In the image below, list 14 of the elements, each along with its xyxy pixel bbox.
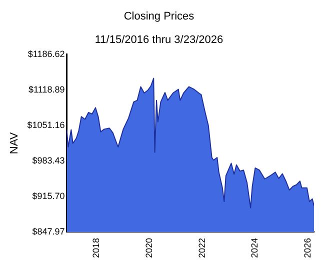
y-tick-label: $847.97 [32, 226, 65, 236]
x-tick-label: 2018 [91, 238, 102, 258]
x-tick-label: 2026 [302, 238, 313, 258]
y-tick-label: $983.43 [32, 155, 65, 166]
chart-title: Closing Prices [124, 10, 195, 23]
y-tick-label: $1118.89 [28, 84, 65, 94]
x-tick-label: 2020 [144, 238, 154, 258]
x-tick-label: 2024 [250, 238, 260, 258]
y-tick-label: $915.70 [32, 190, 65, 201]
y-tick-label: $1186.62 [28, 48, 65, 59]
y-tick-label: $1051.16 [27, 120, 65, 130]
x-tick-label: 2022 [196, 238, 207, 258]
chart-subtitle: 11/15/2016 thru 3/23/2026 [94, 34, 224, 46]
y-axis-title: NAV [8, 132, 21, 154]
